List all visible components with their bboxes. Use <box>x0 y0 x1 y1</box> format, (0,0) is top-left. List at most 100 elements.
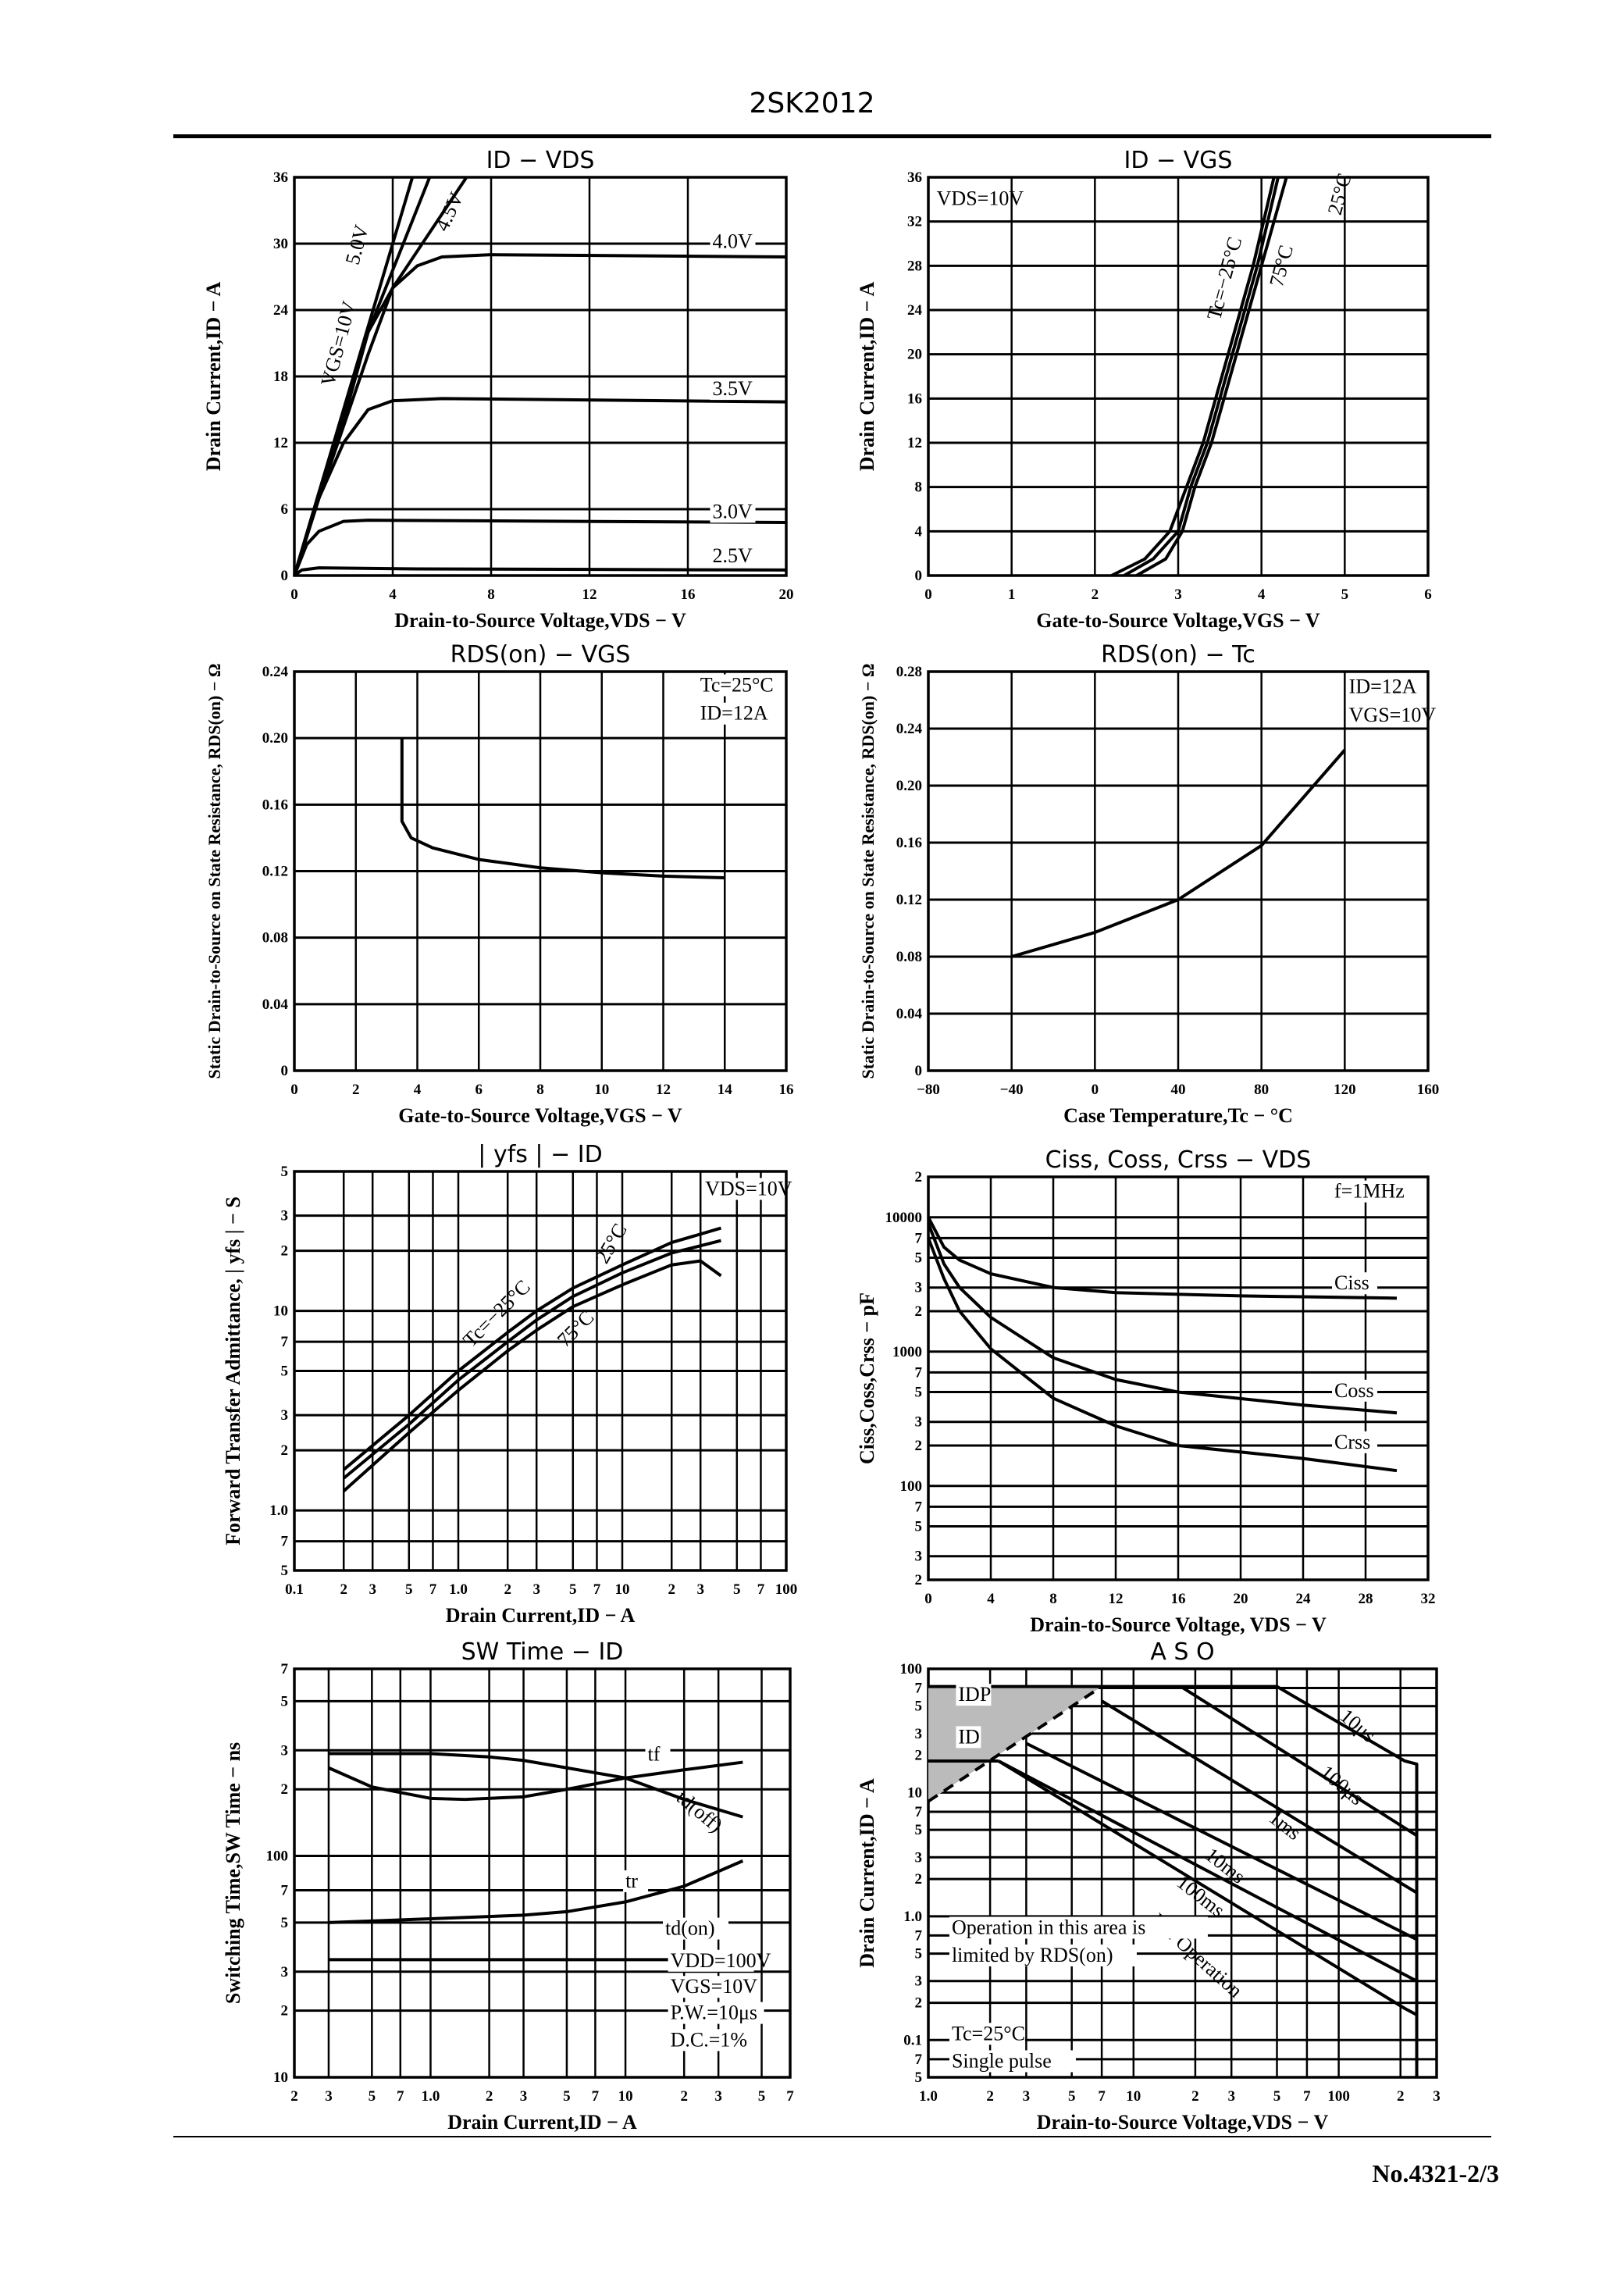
series-line-tc-25-c <box>342 1226 721 1471</box>
y-tick-label: 7 <box>915 1927 923 1944</box>
y-tick-label: 6 <box>281 501 289 518</box>
chart-title: ID − VDS <box>486 147 595 174</box>
x-tick-label: 28 <box>1359 1591 1373 1607</box>
x-tick-label: 6 <box>475 1082 483 1098</box>
annotation-label: 10μs <box>1336 1704 1380 1746</box>
series-line-1ms <box>1101 1699 1418 1895</box>
x-tick-label: 5 <box>1341 586 1349 603</box>
y-tick-label: 12 <box>907 435 922 451</box>
y-tick-label: 0 <box>281 568 289 584</box>
series-line-0 <box>1011 749 1346 958</box>
x-axis-label: Drain-to-Source Voltage, VDS − V <box>1030 1613 1327 1636</box>
header-rule <box>173 134 1491 138</box>
y-tick-label: 5 <box>915 1699 923 1715</box>
y-tick-label: 32 <box>907 214 922 230</box>
annotation-label: tr <box>625 1870 638 1892</box>
y-tick-label: 28 <box>907 258 922 274</box>
y-tick-label: 24 <box>273 302 289 319</box>
y-tick-label: 5 <box>915 1385 923 1401</box>
y-tick-label: 3 <box>915 1280 923 1296</box>
annotation-bg <box>697 674 774 697</box>
x-tick-label: 7 <box>757 1581 765 1598</box>
y-tick-label: 0.20 <box>262 730 288 747</box>
x-tick-label: 3 <box>696 1581 704 1598</box>
annotation-label: 4.5V <box>430 188 468 234</box>
y-axis-label: Ciss,Coss,Crss − pF <box>856 1292 878 1464</box>
x-tick-label: 3 <box>1174 586 1182 603</box>
y-tick-label: 7 <box>281 1882 289 1898</box>
y-tick-label: 1.0 <box>903 1909 922 1925</box>
x-tick-label: 16 <box>681 586 696 603</box>
annotation-bg <box>668 2002 764 2024</box>
x-axis-label: Drain Current,ID − A <box>447 2111 637 2134</box>
y-tick-label: 7 <box>915 1230 923 1246</box>
y-tick-label: 1000 <box>892 1344 922 1360</box>
annotation-bg <box>710 501 756 523</box>
annotation-bg <box>710 545 756 567</box>
x-tick-label: 12 <box>656 1082 671 1098</box>
x-tick-label: 1 <box>1008 586 1016 603</box>
y-tick-label: 3 <box>915 1973 923 1990</box>
y-tick-label: 16 <box>907 390 922 407</box>
x-tick-label: 0 <box>924 1591 932 1607</box>
rdson-limited-area <box>928 1686 1102 1802</box>
annotation-bg <box>668 1976 744 1998</box>
series-line-rds-on-limit <box>927 1684 1103 1803</box>
x-tick-label: 0.1 <box>285 1581 304 1598</box>
x-tick-label: 5 <box>569 1581 577 1598</box>
series-line-tr <box>328 1859 744 1924</box>
plot-frame <box>293 176 788 577</box>
x-tick-label: 8 <box>1049 1591 1057 1607</box>
y-axis-label: Drain Current,ID − A <box>856 1778 878 1968</box>
x-tick-label: 2 <box>340 1581 347 1598</box>
y-tick-label: 0 <box>281 1063 289 1079</box>
x-tick-label: −40 <box>1000 1082 1024 1098</box>
y-tick-label: 18 <box>273 369 288 385</box>
y-tick-label: 3 <box>281 1742 289 1759</box>
chart-aso: 1.0 2 3 5 7 10 2 3 5 7 100 2 3570.123571.02357102357… <box>856 1638 1441 2134</box>
annotation-bg <box>1346 704 1423 726</box>
y-tick-label: 5 <box>281 1364 289 1380</box>
x-tick-label: 10 <box>1126 2088 1141 2105</box>
y-tick-label: 5 <box>281 1164 289 1180</box>
x-tick-label: 1.0 <box>422 2088 440 2105</box>
series-line-tf <box>328 1760 743 1802</box>
x-tick-label: 2 <box>1092 586 1099 603</box>
y-tick-label: 0.04 <box>896 1006 923 1022</box>
chart-id-vds: 0 4 8 12 16 20 0 6 12 18 24 30 36 ID − VDS Drain-to-So… <box>202 147 794 632</box>
chart-title: SW Time − ID <box>461 1638 624 1666</box>
x-tick-label: 100 <box>1327 2088 1350 2105</box>
series-line-25-c <box>342 1239 721 1480</box>
y-tick-label: 5 <box>915 1250 923 1267</box>
y-tick-label: 10 <box>907 1784 922 1801</box>
y-tick-label: 7 <box>915 1364 923 1381</box>
annotation-label: D.C.=1% <box>671 2028 747 2051</box>
x-tick-label: 40 <box>1171 1082 1186 1098</box>
x-tick-label: 7 <box>592 2088 600 2105</box>
annotation-bg <box>668 2029 744 2052</box>
x-tick-label: 10 <box>618 2088 633 2105</box>
y-tick-label: 10000 <box>885 1210 923 1226</box>
annotation-label: VDS=10V <box>705 1177 792 1200</box>
annotation-label: Crss <box>1334 1431 1370 1453</box>
x-tick-label: 14 <box>718 1082 733 1098</box>
annotation-bg <box>710 378 756 401</box>
annotation-bg <box>645 1743 671 1766</box>
y-tick-label: 2 <box>281 1781 289 1798</box>
y-tick-label: 0 <box>915 1063 923 1079</box>
page-title: 2SK2012 <box>749 87 875 119</box>
y-tick-label: 0 <box>915 568 923 584</box>
x-tick-label: 3 <box>532 1581 540 1598</box>
y-tick-label: 2 <box>915 1572 923 1588</box>
plot-frame <box>927 176 1430 577</box>
series-line-75-c <box>1123 176 1280 577</box>
x-axis-label: Drain-to-Source Voltage,VDS − V <box>1037 2111 1329 2134</box>
annotation-bg <box>1346 676 1412 698</box>
series-line-2-5v <box>293 566 787 577</box>
page-number: No.4321-2/3 <box>1372 2159 1499 2187</box>
x-tick-label: 5 <box>563 2088 571 2105</box>
x-tick-label: 2 <box>680 2088 688 2105</box>
